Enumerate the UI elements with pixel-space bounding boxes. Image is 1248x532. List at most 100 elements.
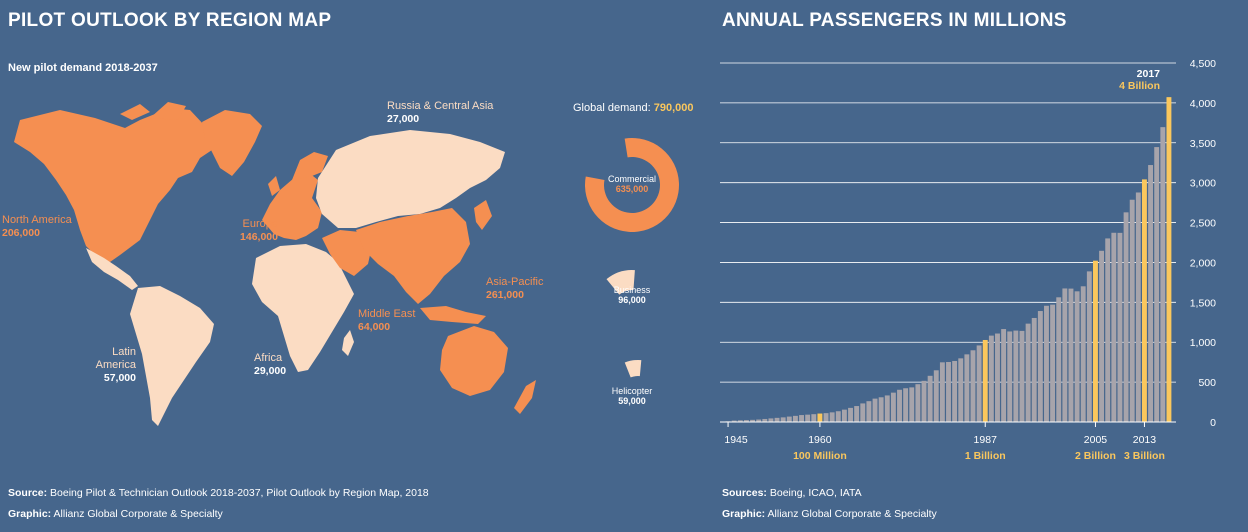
map-new-zealand	[514, 380, 536, 414]
bar	[927, 375, 933, 422]
segment-name: Business	[613, 285, 651, 295]
top-callout-value: 4 Billion	[1119, 80, 1160, 92]
segment-business: Business 96,000	[602, 285, 662, 305]
bar	[1068, 288, 1074, 422]
bar	[1117, 232, 1123, 422]
callout-label: 3 Billion	[1124, 450, 1165, 462]
top-callout: 2017 4 Billion	[1110, 68, 1160, 92]
bar	[890, 392, 896, 422]
bar	[829, 412, 835, 422]
map-middle-east	[322, 230, 372, 276]
segment-arc-helicopter	[624, 360, 642, 378]
bar	[823, 413, 829, 422]
bar	[872, 398, 878, 422]
segment-value: 96,000	[618, 295, 646, 305]
bar	[756, 419, 762, 422]
map-sea-islands	[420, 306, 486, 324]
x-tick-label: 1987	[974, 434, 998, 446]
bar	[1160, 127, 1166, 423]
bar	[1154, 147, 1160, 422]
region-value: 57,000	[103, 372, 136, 384]
x-tick-label: 2013	[1133, 434, 1157, 446]
map-canada-islands	[120, 102, 186, 120]
bar	[1135, 192, 1141, 422]
bar	[909, 387, 915, 422]
bar	[774, 417, 780, 422]
bar	[762, 418, 768, 422]
bar	[958, 358, 964, 422]
passenger-bar-chart: 0 500 1,000 1,500 2,000 2,500 3,000 3,500 4,000 4…	[720, 58, 1216, 462]
bar	[731, 420, 737, 422]
bar	[939, 362, 945, 422]
sources-label: Sources:	[722, 487, 767, 499]
chart-title: ANNUAL PASSENGERS IN MILLIONS	[722, 10, 1067, 31]
bar-highlight	[1141, 179, 1147, 422]
map-scandinavia	[292, 152, 328, 180]
bar	[811, 414, 817, 422]
region-africa: Africa 29,000	[254, 352, 286, 378]
bar-highlight	[817, 413, 823, 422]
bar	[743, 420, 749, 422]
x-tick-label: 1945	[724, 434, 748, 446]
graphic-label: Graphic:	[8, 508, 52, 520]
bar	[970, 350, 976, 422]
bar	[805, 414, 811, 422]
region-asia-pacific: Asia-Pacific 261,000	[486, 276, 543, 302]
region-europe: Europe 146,000	[218, 218, 278, 244]
bar	[1062, 288, 1068, 422]
bar	[841, 409, 847, 422]
bar	[921, 380, 927, 422]
bar	[1123, 212, 1129, 422]
segment-arc-commercial	[585, 138, 679, 232]
segment-name: Helicopter	[611, 386, 653, 396]
y-tick-label: 4,000	[1190, 98, 1216, 110]
bar	[1086, 271, 1092, 422]
callout-label: 1 Billion	[965, 450, 1006, 462]
segment-name: Commercial	[607, 174, 656, 184]
y-tick-label: 2,000	[1190, 257, 1216, 269]
bar	[1025, 323, 1031, 422]
y-tick-label: 0	[1210, 417, 1216, 429]
map-japan	[474, 200, 492, 230]
bar	[799, 415, 804, 422]
global-demand: Global demand: 790,000	[573, 102, 694, 115]
map-asia	[356, 208, 470, 304]
x-tick-label: 1960	[808, 434, 832, 446]
y-tick-label: 1,500	[1190, 297, 1216, 309]
bar	[1074, 291, 1080, 422]
region-name: Africa	[254, 352, 283, 364]
map-greenland	[202, 110, 262, 176]
map-russia	[316, 130, 505, 228]
segment-value: 635,000	[615, 184, 649, 194]
region-russia: Russia & Central Asia 27,000	[387, 100, 493, 126]
map-africa	[252, 244, 354, 372]
bar	[884, 395, 890, 422]
source-label: Source:	[8, 487, 48, 499]
bar	[897, 389, 902, 422]
segment-helicopter: Helicopter 59,000	[602, 386, 662, 406]
segment-commercial: Commercial 635,000	[602, 174, 662, 194]
global-demand-label: Global demand:	[573, 102, 651, 114]
top-callout-year: 2017	[1136, 68, 1160, 80]
map-europe	[262, 172, 322, 240]
map-madagascar	[342, 330, 354, 356]
bar-highlight	[1166, 97, 1172, 422]
bar	[995, 333, 1000, 422]
bar	[933, 370, 939, 422]
source-text: Boeing Pilot & Technician Outlook 2018-2…	[50, 487, 429, 499]
map-uk	[268, 176, 280, 196]
region-name: Europe	[242, 218, 278, 230]
callout-label: 2 Billion	[1075, 450, 1116, 462]
graphic-label: Graphic:	[722, 508, 766, 520]
bar	[946, 362, 951, 422]
bar	[866, 401, 872, 422]
region-value: 206,000	[2, 227, 40, 239]
bar	[1013, 330, 1019, 422]
left-graphic: Graphic: Allianz Global Corporate & Spec…	[8, 508, 223, 520]
x-tick-label: 2005	[1084, 434, 1108, 446]
bar	[1148, 165, 1154, 422]
map-central-america	[86, 248, 138, 290]
bar	[1105, 238, 1111, 422]
bar	[988, 335, 994, 422]
region-value: 29,000	[254, 365, 287, 377]
